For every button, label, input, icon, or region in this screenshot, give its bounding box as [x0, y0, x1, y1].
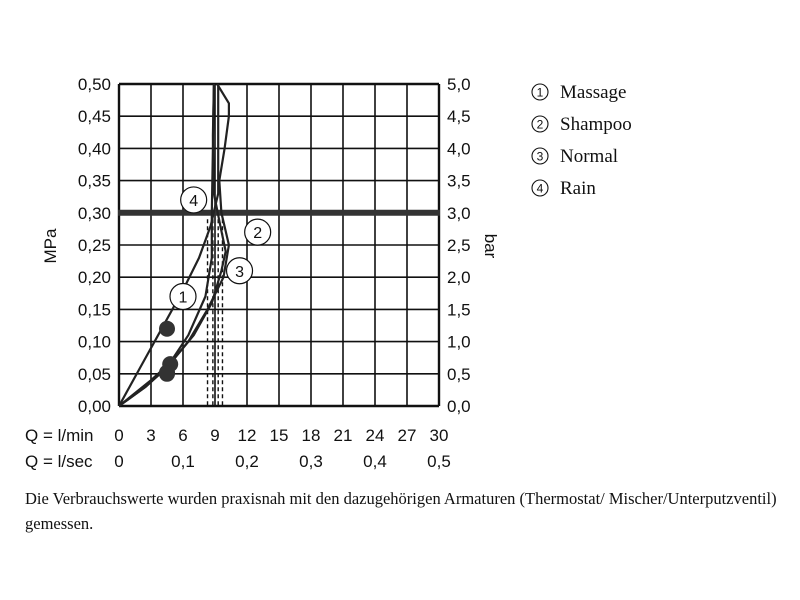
curve-4 [118, 83, 215, 407]
legend-item-normal: 3 Normal [531, 146, 618, 167]
y-axis-left-label: MPa [41, 228, 60, 264]
y-tick-right: 2,5 [447, 236, 471, 255]
curve-label-number: 4 [189, 193, 198, 210]
curve-label-number: 2 [253, 225, 262, 242]
legend-number: 1 [537, 86, 544, 100]
x-tick-lmin: 0 [114, 426, 123, 445]
y-tick-left: 0,25 [78, 236, 111, 255]
legend-number: 4 [537, 182, 544, 196]
curve-label-4: 4 [180, 186, 208, 214]
legend-item-massage: 1 Massage [531, 82, 626, 103]
x-ticks: Q = l/min 0 3 6 9 12 15 18 21 24 27 30 Q = l/sec 0 0,1… [25, 426, 451, 471]
y-tick-right: 4,0 [447, 139, 471, 158]
legend-label: Massage [560, 82, 626, 103]
legend-label: Rain [560, 178, 596, 199]
x-tick-lmin: 12 [238, 426, 257, 445]
curve-label-2: 2 [244, 218, 272, 246]
legend-circle [531, 179, 549, 197]
y-tick-right: 5,0 [447, 75, 471, 94]
curve-label-1: 1 [169, 282, 197, 311]
legend-item-shampoo: 2 Shampoo [531, 114, 632, 135]
x-row-lsec-label: Q = l/sec [25, 452, 93, 471]
x-tick-lsec: 0,5 [427, 452, 451, 471]
y-tick-left: 0,30 [78, 204, 111, 223]
x-tick-lmin: 27 [398, 426, 417, 445]
y-tick-right: 0,0 [447, 397, 471, 416]
y-tick-right: 4,5 [447, 107, 471, 126]
legend-label: Shampoo [560, 114, 632, 135]
y-tick-right: 1,0 [447, 333, 471, 352]
x-tick-lsec: 0,3 [299, 452, 323, 471]
grid [117, 82, 441, 408]
y-tick-right: 0,5 [447, 365, 471, 384]
x-tick-lmin: 18 [302, 426, 321, 445]
y-tick-right: 2,0 [447, 268, 471, 287]
x-tick-lmin: 3 [146, 426, 155, 445]
y-tick-right: 3,0 [447, 204, 471, 223]
legend-item-rain: 4 Rain [531, 178, 596, 199]
curve-label-circle [225, 257, 254, 285]
y-tick-right: 3,5 [447, 172, 471, 191]
caption: Die Verbrauchswerte wurden praxisnah mit… [25, 489, 777, 533]
curve-labels: 1 2 3 4 [169, 186, 272, 311]
x-row-lmin-label: Q = l/min [25, 426, 94, 445]
legend-circle [531, 83, 549, 101]
operating-points [159, 320, 179, 382]
y-tick-left: 0,45 [78, 107, 111, 126]
curve-label-circle [180, 186, 208, 214]
x-tick-lsec: 0,4 [363, 452, 387, 471]
legend-number: 3 [537, 150, 544, 164]
legend-circle [531, 147, 549, 165]
x-tick-lmin: 30 [430, 426, 449, 445]
y-tick-left: 0,35 [78, 172, 111, 191]
y-ticks-right: 0,0 0,5 1,0 1,5 2,0 2,5 3,0 3,5 4,0 4,5 5,0 [447, 75, 471, 416]
y-tick-left: 0,50 [78, 75, 111, 94]
y-tick-left: 0,15 [78, 300, 111, 319]
curve-label-number: 3 [235, 264, 244, 281]
operating-point [159, 365, 175, 382]
curve-1 [118, 84, 220, 407]
y-tick-left: 0,20 [78, 268, 111, 287]
x-tick-lmin: 6 [178, 426, 187, 445]
x-tick-lmin: 9 [210, 426, 219, 445]
y-tick-left: 0,10 [78, 333, 111, 352]
x-tick-lmin: 15 [270, 426, 289, 445]
curve-label-number: 1 [179, 290, 188, 307]
x-tick-lmin: 24 [366, 426, 385, 445]
x-tick-lsec: 0,1 [171, 452, 195, 471]
curve-label-3: 3 [225, 257, 254, 285]
y-tick-left: 0,05 [78, 365, 111, 384]
x-tick-lsec: 0,2 [235, 452, 259, 471]
legend-circle [531, 115, 549, 133]
legend-number: 2 [537, 118, 544, 132]
legend: 1 Massage 2 Shampoo 3 Normal 4 Rain [531, 82, 632, 199]
y-ticks-left: 0,00 0,05 0,10 0,15 0,20 0,25 0,30 0,35 0,40 0,45… [78, 75, 111, 416]
y-tick-left: 0,00 [78, 397, 111, 416]
legend-label: Normal [560, 146, 618, 167]
y-axis-right-label: bar [481, 234, 500, 259]
operating-point [159, 320, 175, 337]
y-tick-right: 1,5 [447, 300, 471, 319]
y-tick-left: 0,40 [78, 139, 111, 158]
curve-label-circle [244, 218, 272, 246]
curve-label-circle [169, 282, 197, 311]
x-tick-lmin: 21 [334, 426, 353, 445]
x-tick-lsec: 0 [114, 452, 123, 471]
